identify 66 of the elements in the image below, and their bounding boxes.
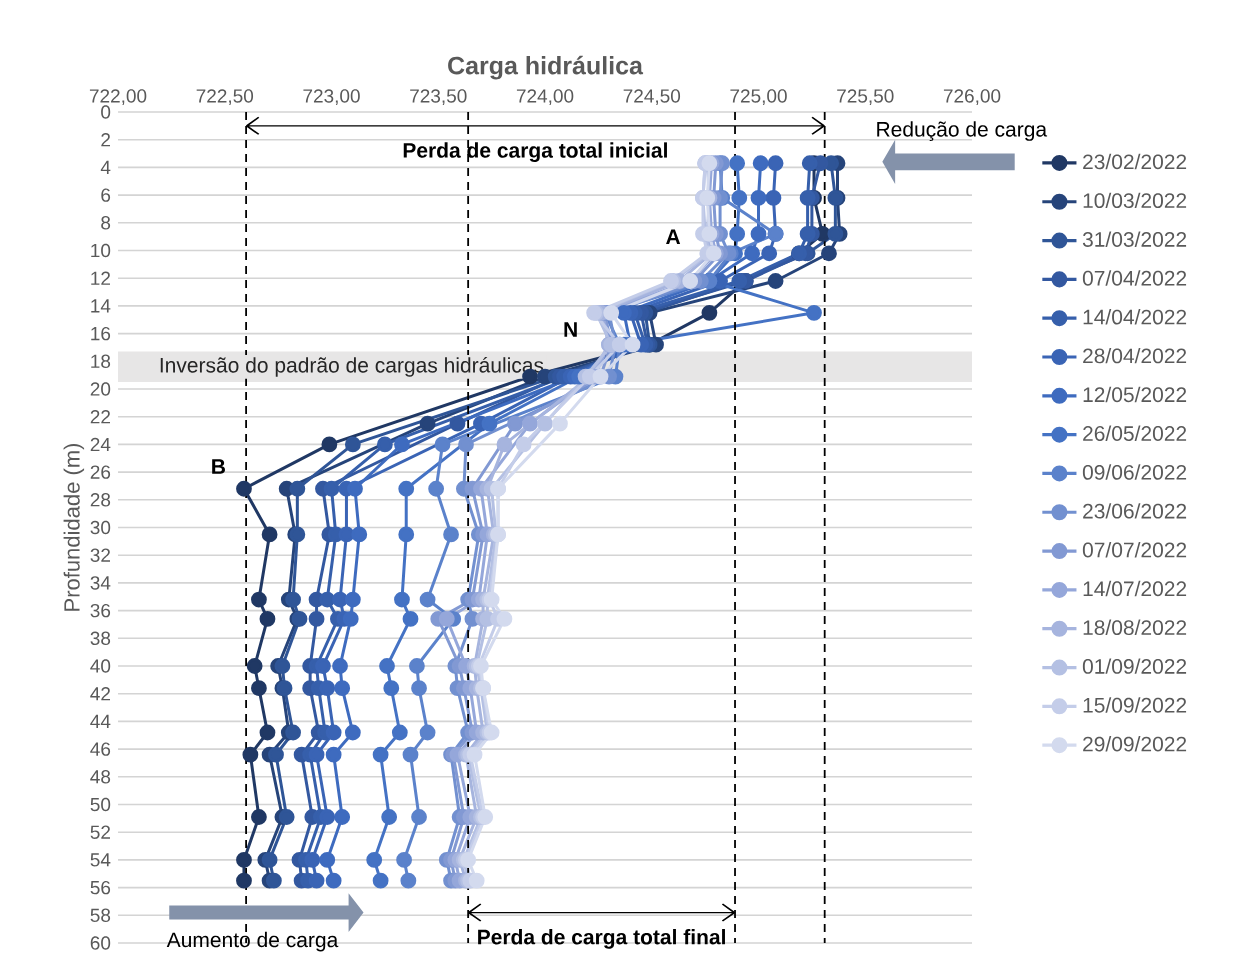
y-tick-label: 60	[90, 936, 111, 950]
y-tick-label: 46	[90, 742, 111, 756]
y-tick-label: 50	[90, 797, 111, 812]
y-tick-label: 24	[90, 437, 111, 452]
x-tick-label: 722,00	[89, 89, 147, 105]
annotation: Aumento de carga	[166, 931, 339, 952]
legend-label: 14/07/2022	[1083, 580, 1187, 597]
y-tick-label: 18	[91, 354, 111, 369]
y-tick-label: 48	[90, 770, 111, 784]
annotation: B	[212, 459, 225, 474]
legend-label: 15/09/2022	[1083, 697, 1187, 713]
annotation: N	[564, 322, 577, 337]
x-tick-label: 722,50	[196, 89, 254, 105]
y-tick-label: 10	[91, 243, 111, 258]
x-tick-label: 725,50	[837, 89, 894, 105]
legend-label: 26/05/2022	[1083, 425, 1187, 441]
y-tick-label: 28	[90, 493, 111, 507]
x-tick-label: 723,50	[410, 89, 467, 105]
x-tick-label: 725,00	[730, 89, 787, 105]
legend-label: 07/07/2022	[1082, 541, 1187, 558]
y-tick-label: 56	[90, 880, 111, 895]
y-tick-label: 42	[90, 687, 110, 701]
y-tick-label: 12	[91, 271, 110, 285]
legend-label: 28/04/2022	[1083, 347, 1187, 364]
x-tick-label: 726,00	[943, 89, 1001, 105]
y-tick-label: 58	[90, 908, 111, 923]
y-tick-label: 6	[101, 188, 111, 202]
legend-label: 18/08/2022	[1083, 619, 1187, 636]
x-axis-title: Carga hidráulica	[448, 55, 644, 80]
y-tick-label: 26	[90, 465, 111, 479]
y-tick-label: 30	[90, 520, 111, 535]
y-tick-label: 32	[90, 548, 110, 562]
legend-label: 29/09/2022	[1083, 736, 1187, 752]
legend-label: 14/04/2022	[1083, 309, 1187, 325]
y-tick-label: 38	[90, 631, 111, 646]
x-tick-label: 724,50	[623, 89, 681, 105]
y-tick-label: 0	[101, 105, 111, 119]
legend-label: 23/06/2022	[1083, 503, 1187, 519]
y-tick-label: 54	[90, 853, 111, 867]
y-tick-label: 4	[100, 160, 111, 174]
y-tick-label: 2	[101, 133, 110, 147]
y-tick-label: 16	[91, 326, 111, 341]
y-tick-label: 20	[90, 382, 111, 396]
legend-label: 01/09/2022	[1082, 658, 1187, 674]
legend-label: 09/06/2022	[1082, 464, 1187, 480]
legend-label: 12/05/2022	[1083, 386, 1187, 403]
legend-label: 07/04/2022	[1082, 270, 1187, 286]
legend-label: 23/02/2022	[1083, 153, 1187, 170]
annotation: Redução de carga	[877, 121, 1048, 141]
band-label: Inversão do padrão de cargas hidráulicas	[160, 356, 544, 377]
y-tick-label: 8	[101, 216, 111, 230]
y-tick-label: 14	[91, 299, 111, 313]
y-tick-label: 36	[90, 603, 111, 618]
x-tick-label: 724,00	[516, 89, 574, 105]
legend-label: 10/03/2022	[1083, 192, 1187, 209]
annotation: A	[666, 229, 681, 244]
y-tick-label: 34	[90, 576, 111, 590]
y-tick-label: 22	[90, 410, 110, 424]
y-axis-title: Profundidade (m)	[63, 443, 85, 611]
annotation: Perda de carga total inicial	[403, 142, 667, 163]
x-tick-label: 723,00	[303, 89, 360, 105]
y-tick-label: 44	[90, 714, 111, 728]
legend-label: 31/03/2022	[1082, 231, 1187, 247]
y-tick-label: 40	[90, 659, 111, 673]
y-tick-label: 52	[90, 825, 110, 839]
annotation: Perda de carga total final	[478, 929, 725, 949]
